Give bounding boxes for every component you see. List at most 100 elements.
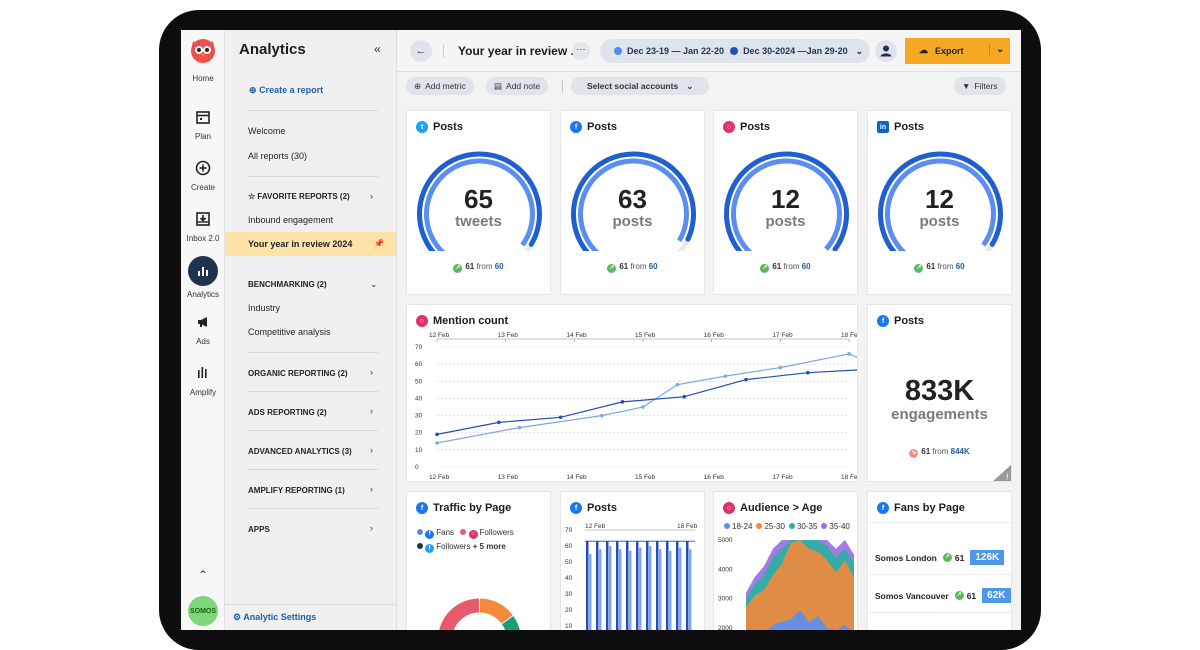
instagram-icon: ○ [416,315,428,327]
pin-icon[interactable]: 📌 [371,236,387,252]
back-button[interactable]: ← [410,40,432,62]
sidebar-apps[interactable]: APPS [248,525,270,534]
analytic-settings-link[interactable]: ⚙ Analytic Settings [233,612,316,623]
x-tick-label-top: 15 Feb [635,332,656,339]
sidebar-item-all-reports[interactable]: All reports (30) [248,151,308,161]
rail-plan[interactable]: Plan [181,108,225,141]
chevron-down-icon[interactable]: ⌄ [370,279,378,289]
add-note-button[interactable]: ▤ Add note [486,77,549,95]
add-metric-button[interactable]: ⊕ Add metric [406,77,474,95]
twitter-icon: t [416,121,428,133]
rail-expand-chevron-icon[interactable]: ⌃ [197,568,209,582]
select-accounts-dropdown[interactable]: Select social accounts ⌄ [571,77,710,95]
bar-previous [609,546,612,630]
engagements-delta: 61 [921,447,931,456]
filters-button[interactable]: ▼ Filters [954,77,1006,95]
chevron-right-icon[interactable]: › [370,523,373,533]
chevron-right-icon[interactable]: › [370,367,373,377]
x-tick-label-top: 16 Feb [704,332,725,339]
data-point-current [497,420,501,425]
traffic-donut-chart[interactable] [407,562,551,630]
fan-row[interactable]: Somos Vancouver ↗ 61 62K [875,588,1011,603]
divider [868,522,1011,523]
bar-current [596,541,599,630]
avatar[interactable]: SOMOS [188,596,218,626]
sidebar-item-competitive[interactable]: Competitive analysis [248,327,331,337]
x-tick-label-top: 18 Feb [677,523,698,530]
svg-text:!: ! [1006,472,1009,482]
x-tick-label: 13 Feb [498,474,519,479]
legend-more[interactable]: + 5 more [472,542,506,551]
warning-corner-icon[interactable]: ! [991,463,1012,482]
gauge-title: t Posts [416,121,463,133]
rail-inbox[interactable]: Inbox 2.0 [181,210,225,243]
data-point-current [806,370,810,375]
sidebar-item-year-review[interactable]: Your year in review 2024 [248,239,353,249]
posts-bar-title: f Posts [570,502,617,514]
share-user-button[interactable] [875,40,897,62]
gauge-from: 60 [801,262,811,271]
mention-count-title-text: Mention count [433,315,509,327]
chevron-down-icon[interactable]: ⌄ [989,44,1004,55]
more-options-button[interactable]: ··· [572,42,590,60]
sidebar-benchmarking[interactable]: BENCHMARKING (2) [248,280,327,289]
sidebar-advanced[interactable]: ADVANCED ANALYTICS (3) [248,447,352,456]
gauge-outer-arc [571,151,696,251]
x-tick-label: 12 Feb [429,474,450,479]
gauge-title: ○ Posts [723,121,770,133]
gauge-compare: ↗ 61 from 60 [407,262,550,273]
engagements-card: f Posts 833K engagements ↘ 61 from 844K ! [867,304,1012,482]
y-tick-label: 50 [565,559,573,566]
y-tick-label: 0 [415,464,419,471]
audience-area-chart[interactable]: 2000 3000 4000 5000 [714,537,858,630]
date-range-selector[interactable]: Dec 23-19 — Jan 22-20 Dec 30-2024 —Jan 2… [600,39,870,63]
create-report-link[interactable]: ⊕ Create a report [249,85,323,96]
report-toolbar: ⊕ Add metric ▤ Add note Select social acco… [397,72,1021,100]
export-button[interactable]: ☁ Export ⌄ [905,38,1010,64]
legend-label: 30-35 [796,522,818,531]
chevron-right-icon[interactable]: › [370,445,373,455]
gauge-delta: 61 [465,262,475,271]
fan-row[interactable]: Somos London ↗ 61 126K [875,550,1005,565]
engagements-compare: ↘ 61 from 844K [868,447,1011,458]
instagram-icon: ○ [723,121,735,133]
gauge-unit: posts [919,213,960,230]
hootsuite-owl-logo[interactable] [188,36,218,64]
rail-home[interactable]: Home [181,74,225,83]
chevron-right-icon[interactable]: › [370,484,373,494]
sidebar-amplify[interactable]: AMPLIFY REPORTING (1) [248,486,345,495]
divider [248,110,378,111]
fan-count-badge: 126K [970,550,1005,565]
sidebar-ads[interactable]: ADS REPORTING (2) [248,408,327,417]
bar-previous [659,549,662,630]
sidebar-item-welcome[interactable]: Welcome [248,126,286,136]
data-point-current [558,415,563,420]
bar-current [586,541,589,630]
rail-create[interactable]: Create [181,159,225,192]
bar-previous [689,549,692,630]
divider [562,80,563,93]
chevron-right-icon[interactable]: › [370,406,373,416]
sidebar-item-industry[interactable]: Industry [248,303,281,313]
collapse-sidebar-icon[interactable]: « [374,42,381,56]
bar-previous [619,549,622,630]
legend-followers-2: Followers [436,542,471,551]
mention-line-chart[interactable]: 12 Feb 12 Feb 13 Feb 13 Feb 14 Feb 14 Feb 15 F… [407,329,858,479]
rail-ads[interactable]: Ads [181,313,225,346]
chevron-right-icon[interactable]: › [370,191,373,201]
data-point-current [682,394,686,399]
sidebar-organic[interactable]: ORGANIC REPORTING (2) [248,369,348,378]
report-title[interactable]: Your year in review .. [458,44,578,58]
rail-analytics[interactable]: Analytics [181,256,225,299]
x-tick-label-top: 18 Feb [841,332,858,339]
rail-amplify[interactable]: Amplify [181,364,225,397]
bar-previous [679,547,682,630]
sidebar-item-inbound[interactable]: Inbound engagement [248,215,334,225]
sidebar-favorite-reports[interactable]: ☆ FAVORITE REPORTS (2) [248,192,350,201]
gauge-delta: 61 [926,262,936,271]
gauge-title-text: Posts [740,121,770,133]
y-tick-label: 4000 [718,566,733,573]
gauge-delta: 61 [619,262,629,271]
rail-inbox-label: Inbox 2.0 [186,234,220,243]
